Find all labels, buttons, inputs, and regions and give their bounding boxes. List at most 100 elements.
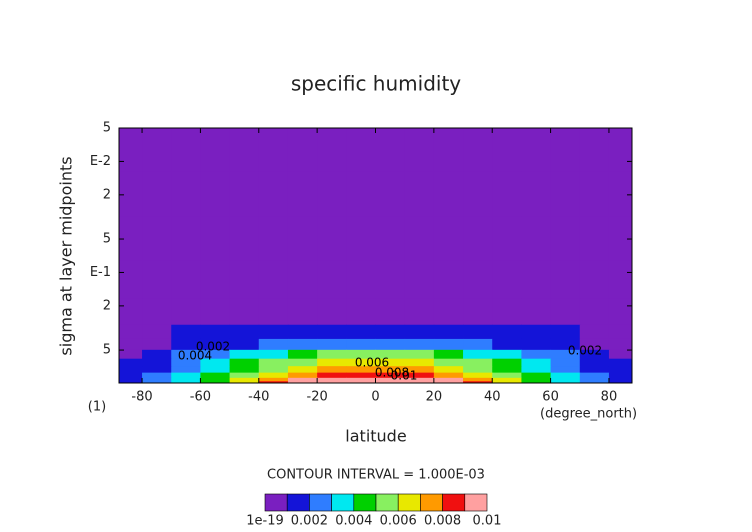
field-cell [229, 128, 260, 172]
x-tick-label: 80 [601, 390, 618, 405]
field-cell [375, 260, 406, 300]
field-cell [521, 358, 552, 367]
field-cell [142, 171, 172, 218]
field-cell [119, 128, 143, 172]
field-cell [492, 171, 522, 218]
field-cell [463, 338, 493, 351]
field-cell [119, 216, 143, 261]
field-cell [200, 298, 231, 326]
y-axis-title: sigma at layer midpoints [57, 156, 76, 355]
field-cell [171, 338, 201, 351]
field-cell [171, 298, 201, 326]
field-cell [119, 338, 143, 351]
field-cell [317, 338, 347, 351]
field-cell [521, 377, 552, 382]
field-cell [463, 358, 493, 367]
field-cell [142, 358, 172, 367]
field-cell [492, 381, 522, 383]
field-cell [142, 366, 172, 374]
field-cell [229, 171, 260, 218]
field-cell [608, 171, 632, 218]
y-tick-label: 5 [103, 232, 111, 247]
field-cell [579, 358, 610, 367]
field-cell [521, 349, 552, 360]
field-cell [404, 128, 435, 172]
x-tick-label: 20 [426, 390, 443, 405]
field-cell [492, 298, 522, 326]
field-cell [492, 128, 522, 172]
field-cell [433, 324, 464, 340]
field [119, 128, 632, 383]
field-cell [375, 381, 406, 383]
field-cell [404, 366, 435, 374]
field-cell [142, 381, 172, 383]
field-cell [258, 298, 289, 326]
field-cell [287, 338, 318, 351]
field-cell [433, 298, 464, 326]
field-cell [375, 358, 406, 367]
field-cell [317, 298, 347, 326]
field-cell [346, 324, 376, 340]
field-cell [433, 377, 464, 382]
x-tick-label: 0 [371, 390, 379, 405]
contour-label: 0.004 [178, 349, 212, 363]
field-cell [229, 298, 260, 326]
field-cell [521, 260, 552, 300]
field-cell [404, 338, 435, 351]
field-cell [200, 349, 231, 360]
field-cell [492, 324, 522, 340]
colorbar-swatch [442, 493, 466, 512]
field-cell [521, 372, 552, 379]
field-cell [119, 171, 143, 218]
field-cell [229, 338, 260, 351]
field-cell [171, 324, 201, 340]
field-cell [119, 372, 143, 379]
field-cell [258, 377, 289, 382]
field-cell [492, 338, 522, 351]
field-cell [579, 260, 610, 300]
field-cell [287, 128, 318, 172]
field-cell [463, 128, 493, 172]
field-cell [346, 349, 376, 360]
field-cell [492, 372, 522, 379]
field-cell [579, 381, 610, 383]
field-cell [287, 366, 318, 374]
field-cell [550, 377, 581, 382]
field-cell [550, 381, 581, 383]
field-cell [171, 377, 201, 382]
field-cell [433, 372, 464, 379]
field-cell [317, 128, 347, 172]
field-cell [550, 298, 581, 326]
field-cell [608, 381, 632, 383]
y-tick-label: 5 [103, 343, 111, 358]
field-cell [579, 349, 610, 360]
field-cell [550, 128, 581, 172]
field-cell [142, 372, 172, 379]
field-cell [375, 366, 406, 374]
field-cell [142, 216, 172, 261]
field-cell [287, 171, 318, 218]
field-cell [404, 260, 435, 300]
field-cell [229, 381, 260, 383]
field-cell [433, 381, 464, 383]
field-cell [404, 372, 435, 379]
y-tick-label: 5 [103, 121, 111, 136]
field-cell [404, 377, 435, 382]
field-cell [142, 298, 172, 326]
field-cell [119, 381, 143, 383]
field-cell [521, 381, 552, 383]
field-cell [579, 128, 610, 172]
field-cell [492, 260, 522, 300]
field-cell [492, 349, 522, 360]
field-cell [200, 377, 231, 382]
field-cell [171, 372, 201, 379]
colorbar-swatch [420, 493, 443, 512]
field-cell [579, 338, 610, 351]
field-cell [119, 366, 143, 374]
field-cell [608, 377, 632, 382]
field-cell [229, 377, 260, 382]
field-cell [404, 324, 435, 340]
field-cell [258, 324, 289, 340]
colorbar-swatch [264, 493, 288, 512]
